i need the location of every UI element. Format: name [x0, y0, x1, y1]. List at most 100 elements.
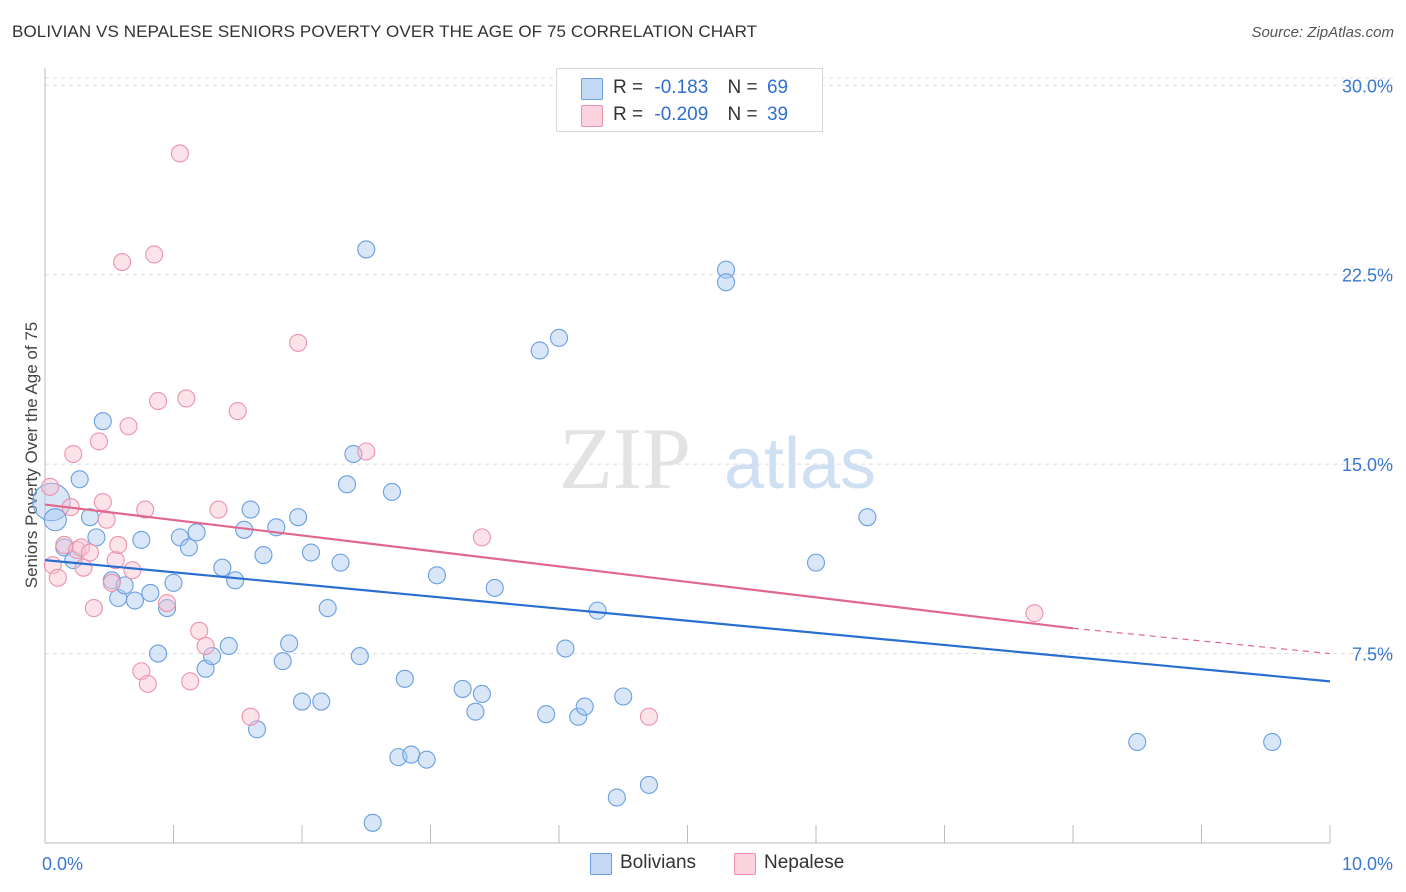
bolivian-point: [132, 530, 151, 549]
nepalese-point: [138, 674, 157, 693]
nepalese-point: [149, 391, 168, 411]
bolivian-point: [716, 260, 736, 279]
nepalese-point: [89, 432, 109, 451]
bolivian-point: [187, 523, 206, 542]
watermark: ZIP atlas: [559, 411, 876, 508]
bolivian-point: [241, 500, 260, 519]
nepalese-point: [196, 636, 215, 656]
bolivian-point: [395, 669, 414, 688]
bolivian-point: [32, 482, 71, 522]
y-tick-label: 22.5%: [1342, 266, 1393, 286]
y-tick-label: 15.0%: [1342, 455, 1393, 475]
nepalese-point: [123, 561, 142, 580]
bolivian-point: [87, 528, 106, 547]
bolivian-point: [337, 475, 357, 494]
x-tick-label: 0.0%: [42, 854, 83, 874]
bolivian-point: [530, 341, 549, 360]
nepalese-point: [177, 389, 196, 408]
bolivian-point: [254, 546, 273, 565]
legend-swatch-nepalese: [581, 105, 603, 127]
x-tick-label: 10.0%: [1342, 854, 1393, 874]
nepalese-point: [289, 333, 308, 352]
bolivian-trend-line: [44, 559, 1331, 683]
bolivian-point: [203, 647, 222, 666]
chart-title: BOLIVIAN VS NEPALESE SENIORS POVERTY OVE…: [12, 22, 758, 41]
bolivian-point: [318, 599, 337, 618]
axes: [44, 68, 1331, 844]
nepalese-point: [639, 707, 659, 726]
nepalese-point: [1025, 604, 1044, 623]
nepalese-point: [241, 707, 260, 726]
nepalese-point: [209, 500, 228, 519]
bolivian-point: [363, 813, 382, 832]
bottom-legend-label-bolivians: Bolivians: [620, 852, 697, 873]
legend-r-label: R =: [613, 104, 644, 125]
bolivian-point: [485, 578, 504, 597]
nepalese-point: [190, 621, 209, 640]
bolivian-point: [716, 273, 736, 292]
bolivian-point: [614, 687, 633, 706]
bolivian-point: [226, 571, 245, 590]
nepalese-trend-line: [44, 503, 1074, 630]
bolivian-point: [149, 644, 168, 663]
bolivian-point: [453, 679, 472, 698]
bolivian-point: [43, 508, 67, 532]
bolivian-point: [806, 553, 826, 572]
bolivian-point: [402, 745, 421, 764]
bolivian-point: [537, 705, 556, 724]
stats-legend: R = -0.183 N = 69 R = -0.209 N = 39: [556, 68, 823, 132]
bolivian-point: [125, 591, 144, 610]
bolivian-point: [273, 652, 292, 671]
bolivian-point: [575, 697, 594, 716]
bolivian-point: [141, 583, 160, 602]
chart-source: Source: ZipAtlas.com: [1251, 24, 1394, 41]
bolivian-point: [472, 684, 491, 704]
nepalese-point: [145, 245, 164, 264]
nepalese-point: [106, 551, 125, 570]
nepalese-trend-extension: [1072, 627, 1331, 655]
bolivian-point: [179, 538, 198, 557]
nepalese-point: [41, 477, 60, 496]
nepalese-point: [93, 492, 112, 512]
bolivian-point: [1263, 732, 1282, 752]
nepalese-point: [228, 402, 247, 421]
bolivian-point: [417, 750, 436, 769]
legend-n-label: N =: [727, 77, 758, 98]
bolivian-point: [292, 692, 312, 711]
bolivian-point: [350, 647, 369, 666]
bolivian-point: [858, 508, 877, 527]
nepalese-point: [64, 444, 83, 464]
legend-swatch-bolivians: [581, 78, 603, 100]
nepalese-point: [84, 599, 103, 618]
legend-n-value: 39: [766, 104, 789, 125]
bolivian-point: [1128, 732, 1147, 752]
legend-n-value: 69: [766, 77, 789, 98]
bolivian-point: [427, 566, 446, 585]
bolivian-point: [158, 599, 177, 618]
bolivian-point: [280, 634, 299, 653]
nepalese-point: [472, 528, 491, 547]
bolivian-point: [607, 788, 626, 807]
nepalese-point: [119, 417, 138, 436]
bolivian-point: [289, 508, 308, 527]
legend-r-value: -0.183: [654, 77, 709, 98]
bolivian-point: [382, 482, 402, 501]
tick-labels: 7.5% 15.0% 22.5% 30.0% 0.0% 10.0%: [42, 76, 1393, 874]
bolivian-point: [164, 573, 183, 592]
bolivian-point: [93, 412, 112, 431]
bolivian-point: [312, 692, 331, 711]
grid-lines: [45, 77, 1395, 655]
bolivian-point: [331, 553, 350, 572]
bolivian-point: [549, 328, 569, 347]
nepalese-point: [181, 672, 200, 691]
nepalese-point: [71, 538, 91, 557]
legend-n-label: N =: [727, 104, 758, 125]
bolivian-point: [639, 775, 659, 794]
nepalese-point: [109, 535, 128, 555]
bolivian-point: [213, 558, 232, 577]
y-tick-label: 30.0%: [1342, 76, 1393, 96]
bolivian-point: [219, 636, 238, 656]
nepalese-point: [102, 573, 121, 592]
bolivian-point: [569, 707, 588, 726]
